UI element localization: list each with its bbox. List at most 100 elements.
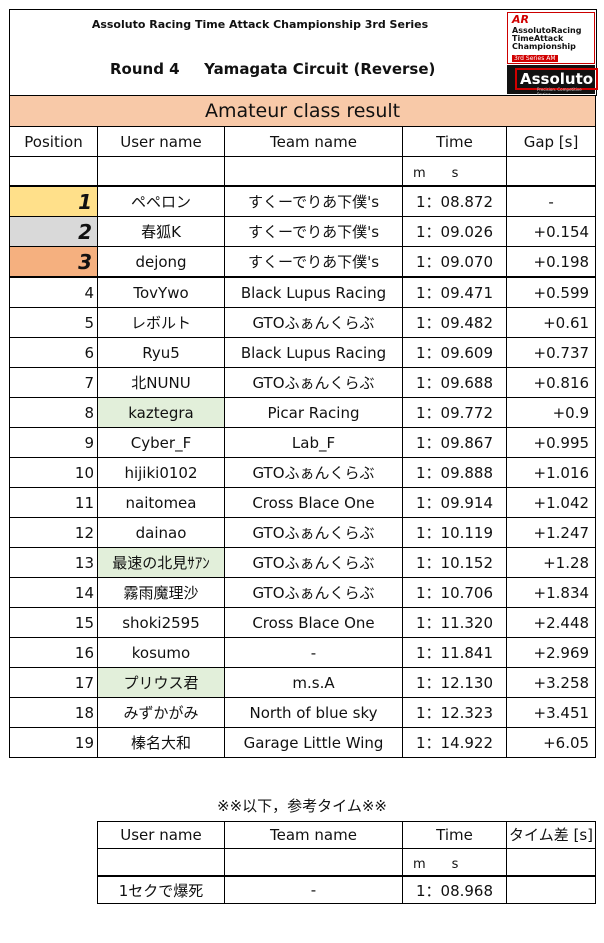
- col-position: Position: [9, 126, 98, 157]
- subheader-empty: [506, 848, 596, 877]
- result-row: 4 TovYwo Black Lupus Racing 1：09.471 +0.599: [9, 276, 597, 308]
- gap-cell: +0.599: [505, 276, 597, 308]
- position-cell: 7: [9, 367, 98, 398]
- assoluto-logo: AR AssolutoRacing TimeAttack Championshi…: [507, 12, 599, 97]
- user-name-cell: 霧雨魔理沙: [97, 577, 225, 608]
- ref-gap-cell: [506, 875, 596, 904]
- team-name-cell: Black Lupus Racing: [224, 276, 403, 308]
- time-cell: 1：09.888: [402, 457, 507, 488]
- time-cell: 1：09.867: [402, 427, 507, 458]
- position-cell: 18: [9, 697, 98, 728]
- reference-title: ※※以下，参考タイム※※: [217, 797, 387, 815]
- user-name-cell: Cyber_F: [97, 427, 225, 458]
- position-cell: 5: [9, 307, 98, 338]
- logo-edition: 3rd Series AM: [512, 55, 558, 62]
- user-name-cell: Ryu5: [97, 337, 225, 368]
- subheader-empty: [505, 156, 597, 187]
- time-cell: 1：11.841: [402, 637, 507, 668]
- time-cell: 1：10.119: [402, 517, 507, 548]
- subheader-empty: [224, 848, 403, 877]
- team-name-cell: GTOふぁんくらぶ: [224, 577, 403, 608]
- result-row: 12 dainao GTOふぁんくらぶ 1：10.119 +1.247: [9, 517, 597, 548]
- result-row: 5 レボルト GTOふぁんくらぶ 1：09.482 +0.61: [9, 307, 597, 338]
- time-cell: 1：09.026: [402, 216, 507, 247]
- team-name-cell: すくーでりあ下僕's: [224, 246, 403, 278]
- gap-cell: +2.448: [505, 607, 597, 638]
- ref-col-gap: タイム差 [s]: [506, 821, 596, 849]
- time-cell: 1：14.922: [402, 727, 507, 758]
- result-row: 1 ペペロン すくーでりあ下僕's 1：08.872-: [9, 185, 597, 217]
- logo-line2: TimeAttack: [512, 34, 564, 43]
- result-row: 10 hijiki0102 GTOふぁんくらぶ 1：09.888 +1.016: [9, 457, 597, 488]
- result-row: 2 春狐K すくーでりあ下僕's 1：09.026 +0.154: [9, 216, 597, 247]
- time-cell: 1：10.152: [402, 547, 507, 578]
- position-cell: 17: [9, 667, 98, 698]
- position-cell: 11: [9, 487, 98, 518]
- position-cell: 8: [9, 397, 98, 428]
- logo-emblem: AR AssolutoRacing TimeAttack Championshi…: [507, 12, 595, 64]
- subheader-empty: [224, 156, 403, 187]
- position-cell: 15: [9, 607, 98, 638]
- logo-brand-plate: Assoluto Precision. Competitive Racing: [507, 65, 599, 97]
- team-name-cell: m.s.A: [224, 667, 403, 698]
- position-cell: 1: [9, 185, 98, 217]
- ref-user-cell: 1セクで爆死: [97, 875, 225, 904]
- user-name-cell: hijiki0102: [97, 457, 225, 488]
- reference-row: 1セクで爆死 -1：08.968: [97, 875, 596, 904]
- time-cell: 1：10.706: [402, 577, 507, 608]
- gap-cell: +0.9: [505, 397, 597, 428]
- position-cell: 14: [9, 577, 98, 608]
- user-name-cell: ペペロン: [97, 185, 225, 217]
- team-name-cell: Picar Racing: [224, 397, 403, 428]
- team-name-cell: Cross Blace One: [224, 487, 403, 518]
- user-name-cell: naitomea: [97, 487, 225, 518]
- result-row: 8 kaztegra Picar Racing 1：09.772 +0.9: [9, 397, 597, 428]
- team-name-cell: すくーでりあ下僕's: [224, 185, 403, 217]
- position-cell: 12: [9, 517, 98, 548]
- team-name-cell: GTOふぁんくらぶ: [224, 517, 403, 548]
- result-row: 19 榛名大和 Garage Little Wing 1：14.922 +6.05: [9, 727, 597, 758]
- team-name-cell: -: [224, 637, 403, 668]
- gap-cell: +3.451: [505, 697, 597, 728]
- result-row: 11 naitomea Cross Blace One 1：09.914 +1.042: [9, 487, 597, 518]
- position-cell: 6: [9, 337, 98, 368]
- time-cell: 1：12.130: [402, 667, 507, 698]
- position-cell: 10: [9, 457, 98, 488]
- col-team: Team name: [224, 126, 403, 157]
- gap-cell: +0.737: [505, 337, 597, 368]
- user-name-cell: レボルト: [97, 307, 225, 338]
- logo-brand: Assoluto: [515, 68, 599, 90]
- col-gap: Gap [s]: [505, 126, 597, 157]
- position-cell: 4: [9, 276, 98, 308]
- user-name-cell: kaztegra: [97, 397, 225, 428]
- team-name-cell: GTOふぁんくらぶ: [224, 547, 403, 578]
- logo-ar: AR: [512, 13, 529, 26]
- gap-cell: -: [505, 185, 597, 217]
- logo-tagline: Precision. Competitive Racing: [537, 87, 582, 97]
- time-cell: 1：12.323: [402, 697, 507, 728]
- team-name-cell: Lab_F: [224, 427, 403, 458]
- ref-time-unit: m s: [402, 848, 507, 877]
- position-cell: 9: [9, 427, 98, 458]
- time-unit: m s: [402, 156, 507, 187]
- user-name-cell: shoki2595: [97, 607, 225, 638]
- team-name-cell: GTOふぁんくらぶ: [224, 367, 403, 398]
- user-name-cell: 最速の北見ｻｱﾝ: [97, 547, 225, 578]
- user-name-cell: 春狐K: [97, 216, 225, 247]
- user-name-cell: 榛名大和: [97, 727, 225, 758]
- logo-line3: Championship: [512, 42, 576, 51]
- time-cell: 1：09.070: [402, 246, 507, 278]
- user-name-cell: みずかがみ: [97, 697, 225, 728]
- user-name-cell: 北NUNU: [97, 367, 225, 398]
- gap-cell: +1.834: [505, 577, 597, 608]
- user-name-cell: kosumo: [97, 637, 225, 668]
- time-cell: 1：09.482: [402, 307, 507, 338]
- gap-cell: +1.016: [505, 457, 597, 488]
- time-cell: 1：09.914: [402, 487, 507, 518]
- gap-cell: +2.969: [505, 637, 597, 668]
- result-row: 3 dejong すくーでりあ下僕's 1：09.070 +0.198: [9, 246, 597, 278]
- position-cell: 13: [9, 547, 98, 578]
- ref-time-cell: 1：08.968: [402, 875, 507, 904]
- gap-cell: +1.042: [505, 487, 597, 518]
- user-name-cell: dejong: [97, 246, 225, 278]
